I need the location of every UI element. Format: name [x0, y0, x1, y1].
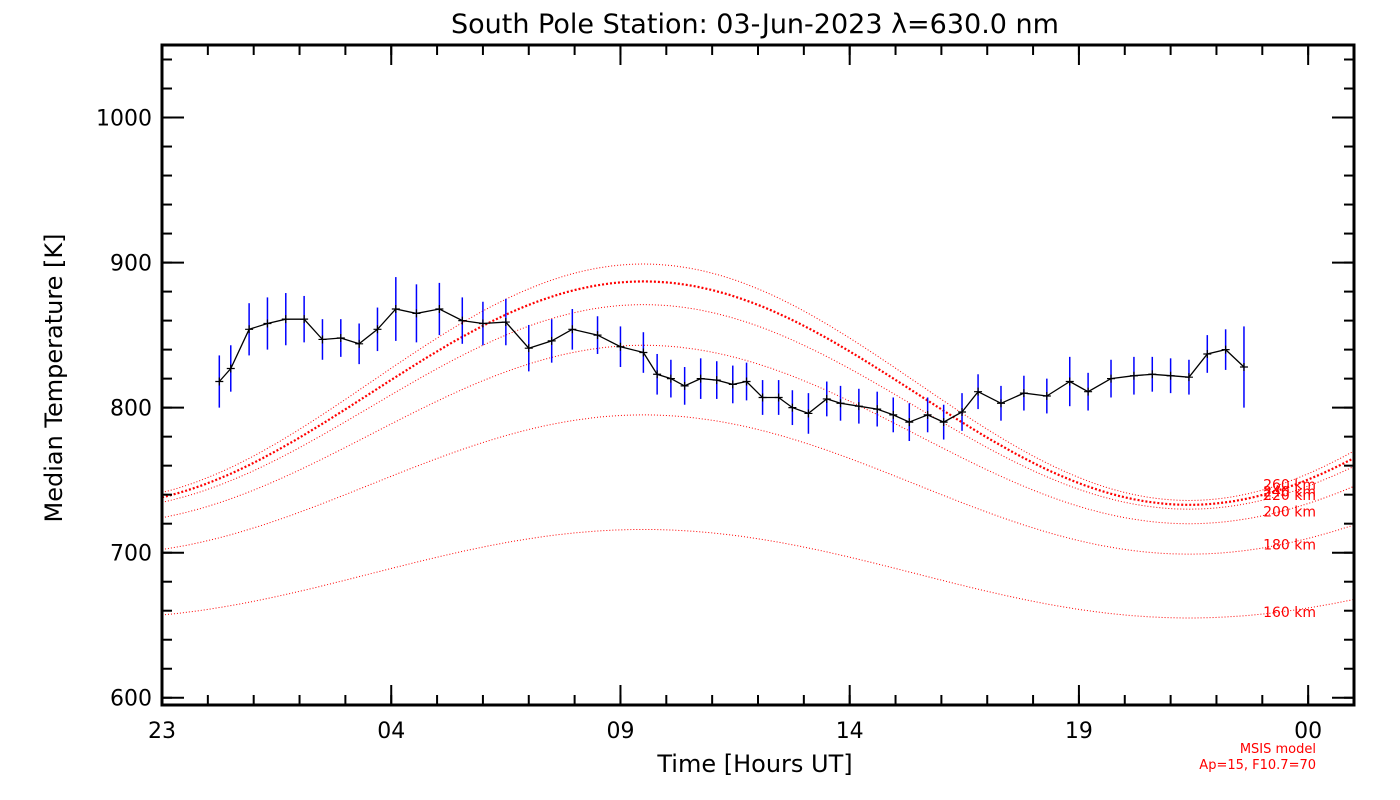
- data-point: [742, 377, 751, 386]
- data-point: [666, 374, 675, 383]
- data-point: [435, 305, 444, 313]
- data-point: [616, 342, 625, 351]
- model-note-name: MSIS model: [1240, 742, 1316, 757]
- y-tick-label: 600: [110, 687, 152, 712]
- data-point: [1184, 373, 1193, 382]
- model-curve-label: 240 km: [1263, 485, 1316, 501]
- x-tick-label: 09: [606, 719, 634, 744]
- axis-ticks: 23 04 09 14 19 00 600 700 800 900 1000: [96, 45, 1355, 744]
- data-point: [1239, 363, 1248, 372]
- data-point: [680, 381, 689, 390]
- data-point: [568, 325, 577, 334]
- data-point: [524, 344, 533, 353]
- data-point: [1065, 377, 1074, 386]
- model-curve-label: 180 km: [1263, 538, 1316, 554]
- data-point: [355, 339, 364, 348]
- model-curve-label: 260 km: [1263, 477, 1316, 493]
- y-tick-label: 800: [110, 397, 152, 422]
- data-point: [1084, 387, 1093, 396]
- model-curve: [161, 529, 1355, 619]
- y-tick-label: 900: [110, 252, 152, 277]
- data-point: [1148, 370, 1157, 379]
- data-point: [836, 399, 845, 408]
- data-point: [923, 410, 932, 419]
- data-point: [593, 331, 602, 340]
- temperature-line: [218, 308, 1245, 423]
- data-point: [788, 403, 797, 412]
- model-curve-label: 160 km: [1263, 605, 1316, 621]
- measurement-series: [215, 277, 1248, 441]
- data-point: [804, 409, 813, 418]
- data-point: [458, 316, 467, 325]
- model-curve: [161, 263, 1355, 502]
- chart-title: South Pole Station: 03-Jun-2023 λ=630.0 …: [451, 9, 1059, 40]
- data-point: [1203, 349, 1212, 358]
- data-point: [547, 336, 556, 345]
- data-point: [300, 315, 309, 324]
- x-tick-label: 19: [1065, 719, 1093, 744]
- y-axis-label: Median Temperature [K]: [40, 233, 68, 522]
- x-axis-label: Time [Hours UT]: [656, 750, 852, 778]
- data-point: [281, 315, 290, 324]
- data-point: [263, 319, 272, 328]
- data-point: [336, 334, 345, 343]
- data-point: [1107, 374, 1116, 383]
- data-point: [712, 376, 721, 385]
- data-point: [501, 318, 510, 327]
- model-note-params: Ap=15, F10.7=70: [1199, 758, 1316, 773]
- data-point: [1166, 371, 1175, 380]
- data-point: [958, 407, 967, 416]
- data-point: [822, 394, 831, 403]
- data-point: [758, 393, 767, 402]
- data-point: [653, 370, 662, 379]
- data-point: [1129, 371, 1138, 380]
- data-point: [974, 387, 983, 396]
- data-point: [774, 393, 783, 402]
- data-point: [245, 325, 254, 334]
- plot-frame: [160, 43, 1356, 707]
- data-point: [373, 325, 382, 334]
- x-tick-label: 04: [377, 719, 405, 744]
- data-point: [905, 418, 914, 427]
- data-point: [412, 309, 421, 318]
- model-curve: [161, 414, 1355, 555]
- data-point: [639, 348, 648, 357]
- x-tick-label: 23: [148, 719, 176, 744]
- data-point: [873, 405, 882, 414]
- data-point: [939, 418, 948, 427]
- model-curve: [161, 304, 1355, 510]
- data-point: [728, 380, 737, 389]
- data-point: [478, 319, 487, 328]
- model-curve-label: 220 km: [1263, 488, 1316, 504]
- data-point: [226, 364, 235, 373]
- model-curve-label: 200 km: [1263, 505, 1316, 521]
- data-point: [391, 305, 400, 313]
- y-tick-label: 700: [110, 542, 152, 567]
- data-point: [1042, 392, 1051, 401]
- y-tick-label: 1000: [96, 107, 152, 132]
- data-point: [996, 399, 1005, 408]
- data-point: [1019, 389, 1028, 398]
- model-curve: [161, 344, 1355, 525]
- x-tick-label: 00: [1294, 719, 1322, 744]
- data-point: [318, 335, 327, 344]
- data-point: [1221, 345, 1230, 354]
- model-curves: [161, 263, 1355, 619]
- data-point: [854, 402, 863, 411]
- x-tick-label: 14: [836, 719, 864, 744]
- data-point: [696, 374, 705, 383]
- data-point: [215, 377, 224, 386]
- data-point: [889, 410, 898, 419]
